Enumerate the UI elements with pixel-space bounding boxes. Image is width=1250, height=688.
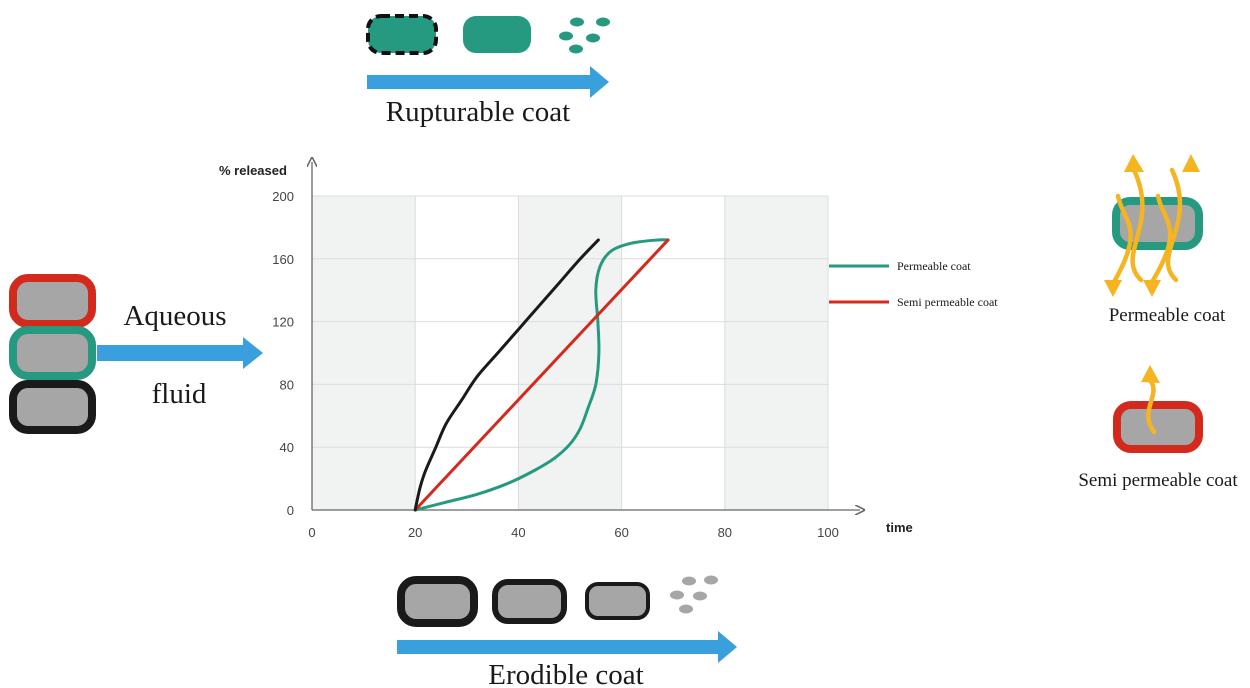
release-chart: 0 20 40 60 80 100 0 40 80 120 160 200 % released ti… bbox=[219, 162, 998, 540]
chart-band bbox=[518, 196, 622, 510]
chart-band bbox=[724, 196, 828, 510]
y-tick-label: 200 bbox=[272, 189, 294, 204]
semi-permeable-coat-illustration: Semi permeable coat bbox=[1078, 365, 1238, 491]
x-tick-label: 100 bbox=[817, 525, 839, 540]
permeable-flow-arrows bbox=[1111, 167, 1183, 285]
left-tablets bbox=[9, 274, 96, 434]
fluid-label: fluid bbox=[152, 378, 207, 410]
series-permeable-coat bbox=[413, 238, 670, 512]
x-tick-label: 20 bbox=[408, 525, 422, 540]
x-axis-label: time bbox=[886, 520, 913, 535]
y-axis-label: % released bbox=[219, 163, 287, 178]
permeable-coat-illustration: Permeable coat bbox=[1104, 154, 1226, 326]
y-tick-label: 120 bbox=[272, 315, 294, 330]
permeable-label: Permeable coat bbox=[1109, 305, 1226, 326]
tablet-black-coat bbox=[9, 380, 96, 434]
erodible-arrow bbox=[397, 631, 737, 663]
arrowhead-up-icon bbox=[1182, 154, 1200, 172]
chart-background-bands bbox=[312, 196, 828, 510]
x-tick-label: 40 bbox=[511, 525, 525, 540]
rupturable-arrow bbox=[367, 66, 609, 98]
erodible-coat-group: Erodible coat bbox=[397, 575, 737, 688]
arrowhead-down-icon bbox=[1143, 280, 1161, 297]
rupturable-coat-group: Rupturable coat bbox=[366, 14, 610, 128]
chart-gridlines bbox=[312, 195, 829, 510]
erodible-label: Erodible coat bbox=[488, 659, 643, 688]
y-tick-label: 80 bbox=[280, 377, 294, 392]
tablet-fragments bbox=[559, 17, 610, 54]
chart-series bbox=[413, 238, 670, 512]
y-tick-label: 40 bbox=[280, 440, 294, 455]
y-tick-label: 0 bbox=[287, 503, 294, 518]
semi-permeable-label: Semi permeable coat bbox=[1078, 470, 1238, 491]
arrowhead-down-icon bbox=[1104, 280, 1122, 297]
semi-permeable-tablet bbox=[1113, 401, 1203, 453]
chart-legend: Permeable coat Semi permeable coat bbox=[829, 259, 998, 309]
tablet-red-coat bbox=[9, 274, 96, 328]
erodible-tablet-thick bbox=[397, 576, 478, 627]
permeable-arrowheads bbox=[1104, 154, 1200, 297]
x-tick-label: 60 bbox=[614, 525, 628, 540]
ruptured-tablet-dashed bbox=[366, 14, 438, 55]
aqueous-arrow bbox=[97, 337, 263, 369]
erodible-tablet-thin bbox=[585, 582, 650, 620]
x-tick-label: 80 bbox=[718, 525, 732, 540]
arrowhead-up-icon bbox=[1141, 365, 1160, 383]
eroded-fragments bbox=[670, 575, 718, 614]
rupturable-label: Rupturable coat bbox=[386, 96, 570, 128]
tablet-green-coat bbox=[9, 326, 96, 380]
chart-axes bbox=[312, 162, 860, 510]
chart-band bbox=[312, 196, 416, 510]
aqueous-label: Aqueous bbox=[123, 300, 226, 332]
x-tick-label: 0 bbox=[308, 525, 315, 540]
chart-tick-labels: 0 20 40 60 80 100 0 40 80 120 160 200 bbox=[272, 189, 839, 540]
y-tick-label: 160 bbox=[272, 252, 294, 267]
series-semi-permeable-coat bbox=[413, 238, 670, 512]
legend-label-permeable: Permeable coat bbox=[897, 259, 971, 273]
legend-label-semi-permeable: Semi permeable coat bbox=[897, 295, 998, 309]
semi-permeable-flow-arrow bbox=[1146, 377, 1157, 435]
series-black-coat bbox=[413, 238, 600, 512]
ruptured-tablet-solid bbox=[463, 16, 531, 53]
erodible-tablet-medium bbox=[492, 579, 567, 624]
arrowhead-up-icon bbox=[1124, 154, 1144, 172]
